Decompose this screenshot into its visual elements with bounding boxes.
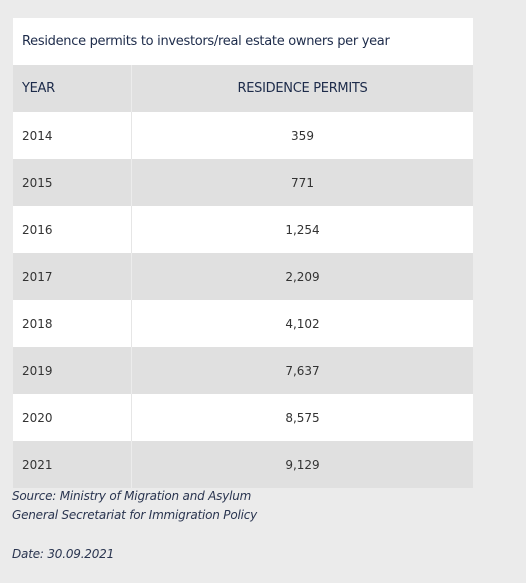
table-row: 2015 771 bbox=[13, 159, 473, 206]
table-cell: 4,102 bbox=[285, 316, 320, 331]
table-row: 2021 9,129 bbox=[13, 441, 473, 488]
header-cell: RESIDENCE PERMITS bbox=[237, 81, 368, 96]
table-row: 2018 4,102 bbox=[13, 300, 473, 347]
table-cell: 2014 bbox=[13, 112, 132, 159]
table: Residence permits to investors/real esta… bbox=[13, 18, 473, 488]
table-row: 2016 1,254 bbox=[13, 206, 473, 253]
table-cell: 2021 bbox=[13, 441, 132, 488]
header-cell: YEAR bbox=[13, 65, 132, 112]
table-cell: 9,129 bbox=[285, 457, 320, 472]
table-cell: 2020 bbox=[13, 394, 132, 441]
source-line: General Secretariat for Immigration Poli… bbox=[12, 508, 258, 522]
table-cell: 1,254 bbox=[285, 222, 320, 237]
date: Date: 30.09.2021 bbox=[12, 547, 115, 561]
table-cell: 2016 bbox=[13, 206, 132, 253]
table-row: 2014 359 bbox=[13, 112, 473, 159]
table-cell: 359 bbox=[291, 128, 314, 143]
table-cell: 2017 bbox=[13, 253, 132, 300]
table-cell: 2,209 bbox=[285, 269, 320, 284]
table-row: 2020 8,575 bbox=[13, 394, 473, 441]
header-row: YEAR RESIDENCE PERMITS bbox=[13, 65, 473, 112]
table-cell: 771 bbox=[291, 175, 314, 190]
table-cell: 2018 bbox=[13, 300, 132, 347]
table-cell: 7,637 bbox=[285, 363, 320, 378]
table-cell: 2015 bbox=[13, 159, 132, 206]
table-row: 2017 2,209 bbox=[13, 253, 473, 300]
table-cell: 8,575 bbox=[285, 410, 320, 425]
source-line: Source: Ministry of Migration and Asylum bbox=[12, 489, 252, 503]
table-title: Residence permits to investors/real esta… bbox=[13, 18, 473, 65]
table-row: 2019 7,637 bbox=[13, 347, 473, 394]
table-cell: 2019 bbox=[13, 347, 132, 394]
